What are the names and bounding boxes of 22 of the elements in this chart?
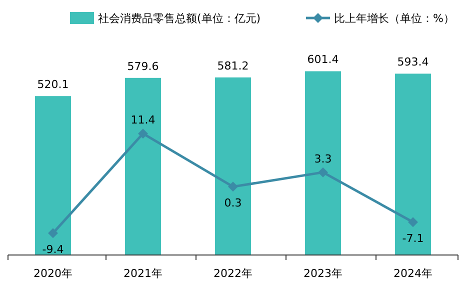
data-label: 593.4 [397,56,429,69]
data-label: 520.1 [37,78,69,92]
data-label: -7.1 [402,232,424,246]
data-label: -9.4 [42,243,64,256]
point [138,128,148,139]
data-label: 3.3 [314,152,332,166]
legend-label: 社会消费品零售总额(单位：亿元) [98,12,261,25]
x-tick-label: 2022年 [214,267,252,280]
data-label: 0.3 [224,196,242,210]
data-label: 579.6 [127,60,159,73]
point [228,182,238,192]
point [408,217,418,228]
data-label: 581.2 [217,59,249,72]
data-label: 11.4 [130,114,156,127]
x-tick-label: 2024年 [394,267,432,280]
x-tick-label: 2023年 [304,267,342,280]
x-tick-label: 2020年 [34,267,72,280]
data-label: 601.4 [307,53,339,66]
point [318,167,328,178]
legend-label: 比上年增长（单位：%） [334,12,454,25]
x-tick-label: 2021年 [124,267,162,280]
point [48,228,58,238]
